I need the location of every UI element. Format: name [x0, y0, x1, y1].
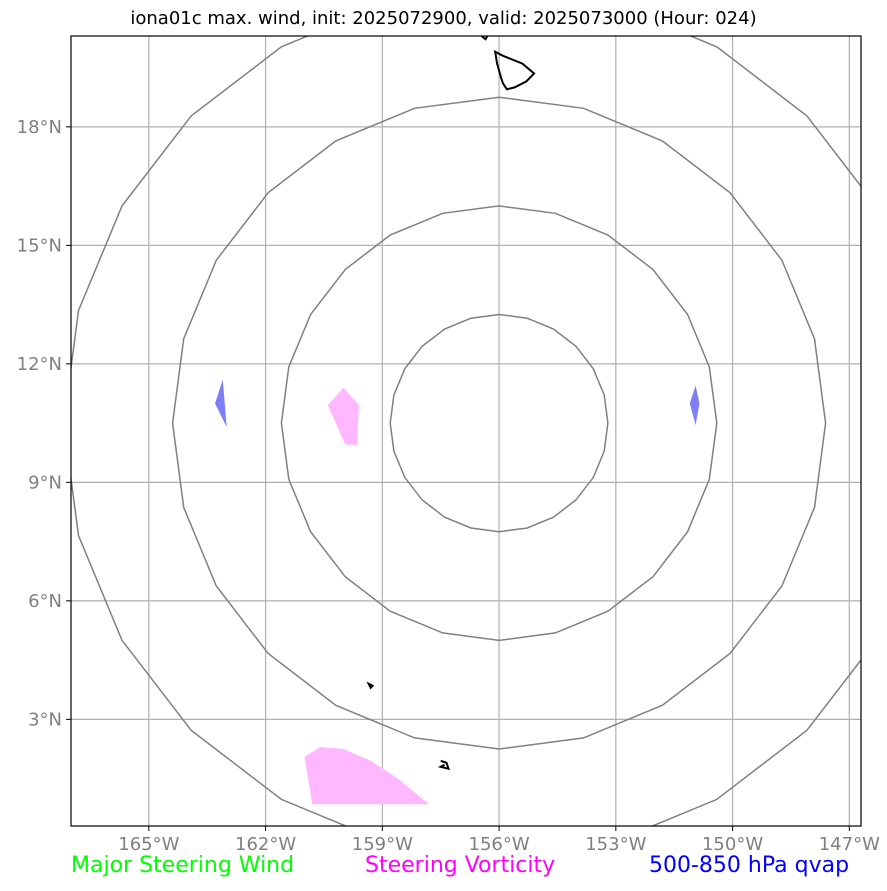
lat-tick-label: 9°N: [28, 472, 62, 493]
lat-tick-label: 15°N: [17, 235, 62, 256]
range-rings: [71, 36, 861, 826]
map-title: iona01c max. wind, init: 2025072900, val…: [130, 8, 757, 29]
hawaii-big-island-coastline: [493, 50, 536, 91]
range-ring: [280, 205, 718, 642]
qvap-patch: [215, 379, 227, 428]
lat-tick-label: 3°N: [28, 709, 62, 730]
lon-tick-label: 147°W: [819, 834, 880, 855]
lon-tick-label: 162°W: [235, 834, 296, 855]
legend-qvap: 500-850 hPa qvap: [649, 853, 850, 878]
lon-tick-label: 156°W: [469, 834, 530, 855]
range-ring: [171, 96, 827, 750]
lon-tick-label: 159°W: [352, 834, 413, 855]
lon-tick-label: 153°W: [585, 834, 646, 855]
lon-tick-label: 165°W: [118, 834, 179, 855]
shaded-fields: [215, 379, 700, 805]
lat-tick-label: 12°N: [17, 354, 62, 375]
coastlines: [366, 36, 536, 771]
range-ring: [71, 36, 861, 826]
map-background: [71, 36, 861, 826]
legend-steering-vorticity: Steering Vorticity: [365, 853, 556, 878]
lon-tick-label: 150°W: [702, 834, 763, 855]
steering-vorticity-patch: [327, 387, 359, 445]
islet-coastline: [366, 681, 375, 690]
lat-tick-label: 6°N: [28, 591, 62, 612]
lat-tick-label: 18°N: [17, 117, 62, 138]
maui-coastline: [480, 36, 489, 41]
steering-vorticity-patch: [304, 747, 429, 805]
qvap-patch: [689, 385, 700, 426]
map-frame: [70, 35, 862, 827]
kiritimati-coastline: [437, 759, 451, 771]
range-ring: [389, 313, 609, 533]
axis-ticks: 165°W 162°W 159°W 156°W 153°W 150°W 147°W 3°N 6°…: [17, 117, 880, 855]
legend-major-steering-wind: Major Steering Wind: [71, 853, 295, 878]
graticule: [71, 36, 861, 826]
